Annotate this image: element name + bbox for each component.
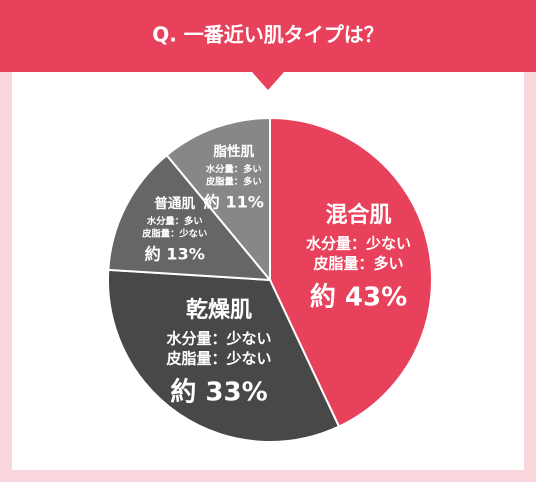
slice-description: 皮脂量：少ない	[166, 350, 271, 368]
title-banner	[0, 0, 536, 72]
slice-description: 水分量：少ない	[166, 330, 271, 348]
value-label: 約 43%	[310, 282, 407, 313]
slice-description: 水分量：少ない	[306, 235, 411, 253]
slice-label: 混合肌	[326, 202, 392, 228]
pie-slice	[165, 116, 271, 283]
slice-label: 脂性肌	[212, 143, 254, 160]
chart-title: Q. 一番近い肌タイプは？	[152, 23, 384, 47]
slice-label: 普通肌	[154, 195, 195, 212]
banner-pointer	[252, 72, 284, 90]
slice-description: 皮脂量：多い	[314, 255, 404, 273]
slice-description: 皮脂量：少ない	[141, 227, 207, 239]
slice-description: 水分量：多い	[206, 163, 262, 175]
pie-slice	[107, 153, 273, 282]
slice-description: 水分量：多い	[147, 215, 203, 227]
pie-slice	[269, 116, 433, 428]
value-label: 約 11%	[204, 192, 264, 211]
value-label: 約 13%	[145, 245, 205, 264]
value-label: 約 33%	[170, 377, 267, 408]
pie-slice	[107, 268, 341, 443]
slice-label: 乾燥肌	[186, 297, 252, 323]
slice-description: 皮脂量：多い	[205, 175, 262, 187]
